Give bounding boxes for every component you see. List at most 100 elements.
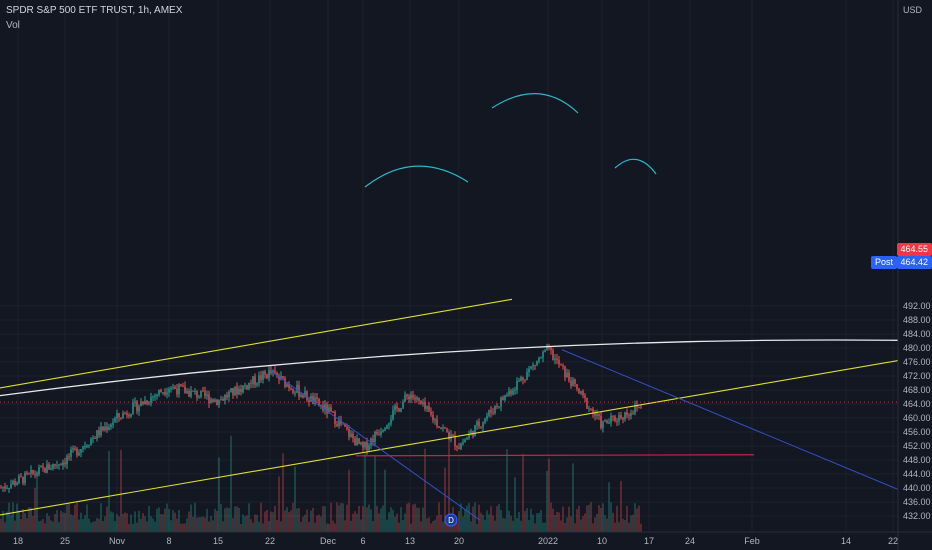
volume-bar xyxy=(166,503,168,532)
volume-bars xyxy=(0,428,642,532)
candle-body xyxy=(304,391,306,398)
volume-bar xyxy=(50,520,52,532)
volume-bar xyxy=(454,523,456,532)
candle-body xyxy=(542,351,544,358)
volume-bar xyxy=(406,503,408,532)
volume-bar xyxy=(0,518,2,532)
volume-bar xyxy=(420,521,422,532)
candle-body xyxy=(414,397,416,400)
candle-body xyxy=(352,433,354,439)
volume-bar xyxy=(136,522,138,532)
volume-bar xyxy=(638,505,640,532)
volume-bar xyxy=(596,513,598,532)
candle-body xyxy=(102,426,104,431)
volume-bar xyxy=(606,518,608,532)
volume-bar xyxy=(72,515,74,532)
volume-bar xyxy=(264,511,266,532)
candle-body xyxy=(178,384,180,395)
candle-body xyxy=(78,452,80,456)
volume-bar xyxy=(228,508,230,532)
volume-bar xyxy=(624,520,626,532)
candle-body xyxy=(612,415,614,417)
volume-bar xyxy=(244,516,246,532)
time-tick-label: 6 xyxy=(360,536,365,546)
candle-body xyxy=(212,399,214,402)
volume-bar xyxy=(196,517,198,532)
left-shoulder-arc[interactable] xyxy=(364,165,469,188)
volume-bar xyxy=(398,522,400,532)
candle-body xyxy=(338,420,340,426)
candle-body xyxy=(484,418,486,423)
dividend-marker[interactable]: D xyxy=(444,513,458,527)
candle-body xyxy=(394,405,396,411)
candle-body xyxy=(42,466,44,468)
candle-body xyxy=(96,430,98,439)
volume-bar xyxy=(70,514,72,532)
candle-body xyxy=(408,396,410,400)
price-tick-label: 440.00 xyxy=(903,483,931,493)
volume-indicator-label[interactable]: Vol xyxy=(6,20,20,31)
volume-bar xyxy=(612,512,614,532)
candle-body xyxy=(132,403,134,415)
candle-body xyxy=(462,442,464,444)
trend-line-1[interactable] xyxy=(269,369,481,521)
head-arc[interactable] xyxy=(491,93,579,114)
volume-bar xyxy=(216,511,218,532)
candle-body xyxy=(98,430,100,436)
candle-body xyxy=(372,438,374,442)
resistance-curve[interactable] xyxy=(0,339,899,397)
volume-bar xyxy=(282,453,284,532)
volume-bar xyxy=(568,506,570,532)
time-axis: 18 25 Nov 8 15 22 Dec 6 13 20 2022 10 17 24 Feb 14 22 xyxy=(0,531,932,546)
dividend-marker-circle[interactable] xyxy=(444,513,458,527)
candle-body xyxy=(424,401,426,409)
candle-body xyxy=(576,384,578,389)
volume-bar xyxy=(134,511,136,532)
candle-body xyxy=(84,446,86,448)
candle-body xyxy=(276,372,278,376)
volume-bar xyxy=(640,523,642,532)
candle-body xyxy=(512,390,514,395)
candle-body xyxy=(606,420,608,424)
volume-bar xyxy=(566,517,568,532)
volume-bar xyxy=(594,517,596,532)
volume-bar xyxy=(190,504,192,532)
volume-bar xyxy=(250,519,252,532)
upper-channel-line[interactable] xyxy=(0,298,513,389)
price-candles xyxy=(0,343,642,493)
volume-bar xyxy=(246,515,248,532)
candle-body xyxy=(162,392,164,394)
candle-body xyxy=(200,390,202,397)
candle-body xyxy=(320,405,322,407)
volume-bar xyxy=(370,509,372,532)
lower-channel-line[interactable] xyxy=(0,360,899,516)
volume-bar xyxy=(30,507,32,532)
candle-body xyxy=(410,394,412,400)
volume-bar xyxy=(268,521,270,532)
volume-bar xyxy=(428,517,430,532)
time-tick-label: Feb xyxy=(744,536,760,546)
volume-bar xyxy=(152,518,154,532)
volume-bar xyxy=(614,522,616,532)
volume-bar xyxy=(560,520,562,532)
trend-line-2[interactable] xyxy=(561,349,899,490)
currency-label[interactable]: USD xyxy=(902,5,922,15)
candle-body xyxy=(342,423,344,425)
volume-bar xyxy=(52,521,54,532)
volume-bar xyxy=(176,518,178,532)
volume-bar xyxy=(348,469,350,532)
volume-bar xyxy=(426,518,428,532)
time-tick-label: 13 xyxy=(405,536,415,546)
volume-bar xyxy=(206,508,208,532)
support-line[interactable] xyxy=(355,454,755,457)
candle-body xyxy=(274,370,276,373)
time-tick-label: 15 xyxy=(213,536,223,546)
candle-body xyxy=(406,394,408,397)
candle-body xyxy=(246,385,248,390)
volume-bar xyxy=(278,476,280,532)
right-shoulder-arc[interactable] xyxy=(614,158,657,175)
candle-body xyxy=(44,467,46,473)
candle-body xyxy=(474,425,476,437)
candle-body xyxy=(310,396,312,402)
